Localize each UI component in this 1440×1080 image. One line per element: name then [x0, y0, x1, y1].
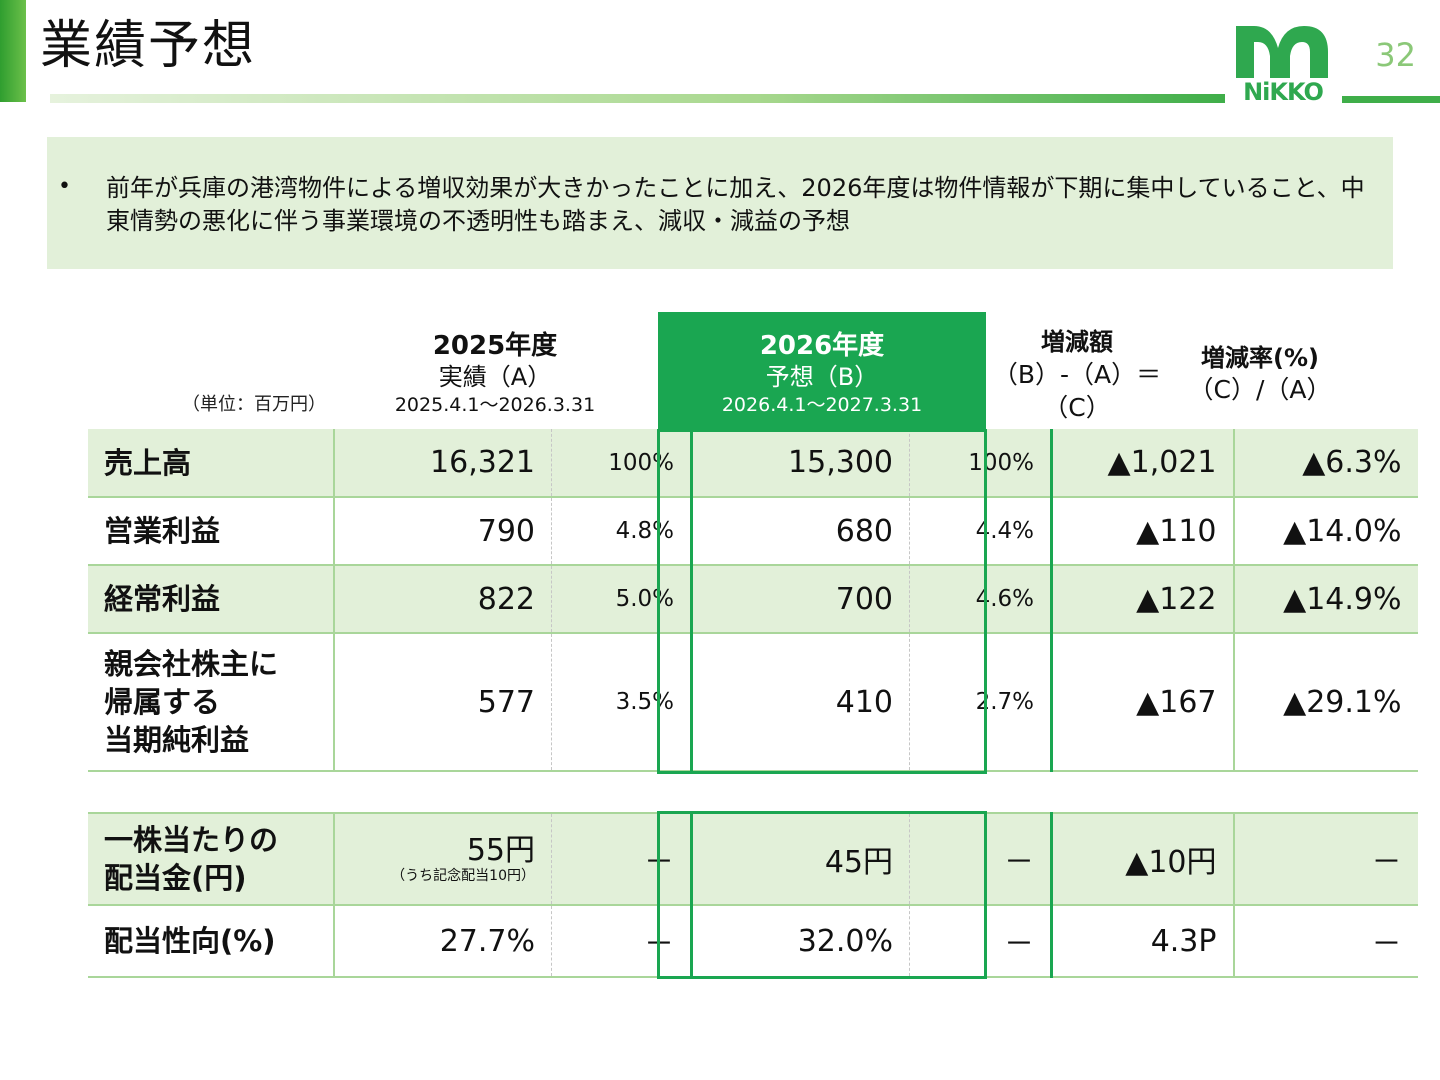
table-row: 経常利益 822 5.0% 700 4.6% ▲122 ▲14.9% [88, 565, 1418, 634]
cell-diff: 4.3P [1050, 905, 1234, 978]
cell-2026-pct: 100% [909, 429, 1052, 498]
page-title: 業績予想 [40, 16, 257, 76]
dividend-table: 一株当たりの 配当金(円) 55円 （うち記念配当10円） － 45円 － ▲1… [88, 812, 1418, 978]
header-rate-l2: （C）/（A） [1188, 375, 1332, 404]
cell-rate: ▲6.3% [1232, 429, 1418, 498]
cell-diff: ▲110 [1050, 497, 1234, 566]
row-label: 経常利益 [88, 565, 334, 634]
row-label: 配当性向(%) [88, 905, 334, 978]
header-diff-l1: 増減額 [1041, 328, 1113, 356]
cell-diff: ▲10円 [1050, 813, 1234, 906]
row-label: 営業利益 [88, 497, 334, 566]
page-number: 32 [1375, 36, 1416, 74]
header-2025-kind: 実績（A） [438, 363, 552, 391]
cell-2025-value: 16,321 [333, 429, 552, 498]
cell-rate: ▲29.1% [1232, 633, 1418, 772]
header-2025-year: 2025年度 [432, 331, 558, 361]
cell-2025-pct: 5.0% [551, 565, 692, 634]
table-row: 一株当たりの 配当金(円) 55円 （うち記念配当10円） － 45円 － ▲1… [88, 813, 1418, 906]
header-change-amount: 増減額 （B）-（A）＝ （C） [988, 326, 1166, 424]
cell-2026-pct: － [909, 905, 1052, 978]
cell-2026-value: 45円 [690, 813, 910, 906]
cell-2025-pct: － [551, 905, 692, 978]
cell-2025-pct: 3.5% [551, 633, 692, 772]
table-row: 親会社株主に 帰属する 当期純利益 577 3.5% 410 2.7% ▲167… [88, 633, 1418, 772]
cell-2026-value: 410 [690, 633, 910, 772]
row-label-line: 当期純利益 [104, 723, 250, 757]
dividend-2025-value: 55円 [466, 833, 535, 868]
row-label-line: 帰属する [104, 685, 221, 719]
nikko-logo-icon [1236, 26, 1328, 78]
header-accent-bar [0, 0, 26, 102]
header-2026-kind: 予想（B） [765, 363, 879, 391]
cell-diff: ▲122 [1050, 565, 1234, 634]
logo-text: NiKKO [1243, 78, 1324, 106]
row-label-line: 一株当たりの [104, 823, 279, 857]
cell-2025-value: 577 [333, 633, 552, 772]
header-change-rate: 増減率(%) （C）/（A） [1168, 342, 1352, 406]
row-label-dividend: 一株当たりの 配当金(円) [88, 813, 334, 906]
row-label: 売上高 [88, 429, 334, 498]
cell-2025-value: 790 [333, 497, 552, 566]
cell-rate: ▲14.9% [1232, 565, 1418, 634]
cell-diff: ▲1,021 [1050, 429, 1234, 498]
cell-2025-value: 55円 （うち記念配当10円） [333, 813, 552, 906]
cell-2026-value: 32.0% [690, 905, 910, 978]
cell-2026-value: 680 [690, 497, 910, 566]
header-diff-l3: （C） [1043, 393, 1111, 422]
cell-2026-value: 700 [690, 565, 910, 634]
header-2025-period: 2025.4.1～2026.3.31 [394, 394, 596, 416]
cell-rate: ▲14.0% [1232, 497, 1418, 566]
cell-diff: ▲167 [1050, 633, 1234, 772]
header-rule-right [1342, 96, 1440, 103]
table-row: 売上高 16,321 100% 15,300 100% ▲1,021 ▲6.3% [88, 429, 1418, 498]
unit-label: （単位：百万円） [182, 394, 326, 415]
cell-2026-pct: 4.6% [909, 565, 1052, 634]
cell-2025-value: 822 [333, 565, 552, 634]
cell-2025-pct: － [551, 813, 692, 906]
cell-2026-pct: 2.7% [909, 633, 1052, 772]
cell-2025-pct: 100% [551, 429, 692, 498]
cell-2025-pct: 4.8% [551, 497, 692, 566]
cell-rate: － [1232, 905, 1418, 978]
header-2025-actual: 2025年度 実績（A） 2025.4.1～2026.3.31 [334, 330, 656, 418]
row-label-line: 配当金(円) [104, 861, 247, 895]
row-label-line: 親会社株主に [104, 647, 279, 681]
results-table: 売上高 16,321 100% 15,300 100% ▲1,021 ▲6.3%… [88, 429, 1418, 772]
cell-2025-value: 27.7% [333, 905, 552, 978]
summary-note-text: 前年が兵庫の港湾物件による増収効果が大きかったことに加え、2026年度は物件情報… [106, 174, 1365, 235]
commemorative-dividend-note: （うち記念配当10円） [391, 868, 535, 884]
header-2026-year: 2026年度 [759, 331, 885, 361]
cell-2026-pct: 4.4% [909, 497, 1052, 566]
row-label-net-income: 親会社株主に 帰属する 当期純利益 [88, 633, 334, 772]
header-2026-period: 2026.4.1～2027.3.31 [721, 394, 923, 416]
table-row: 配当性向(%) 27.7% － 32.0% － 4.3P － [88, 905, 1418, 978]
cell-rate: － [1232, 813, 1418, 906]
summary-note-box [47, 137, 1393, 269]
header-diff-l2: （B）-（A）＝ [992, 360, 1162, 389]
header-rule [50, 94, 1225, 103]
note-bullet: • [58, 174, 71, 199]
table-row: 営業利益 790 4.8% 680 4.4% ▲110 ▲14.0% [88, 497, 1418, 566]
cell-2026-pct: － [909, 813, 1052, 906]
header-rate-l1: 増減率(%) [1201, 344, 1319, 372]
header-2026-forecast: 2026年度 予想（B） 2026.4.1～2027.3.31 [658, 312, 986, 429]
cell-2026-value: 15,300 [690, 429, 910, 498]
